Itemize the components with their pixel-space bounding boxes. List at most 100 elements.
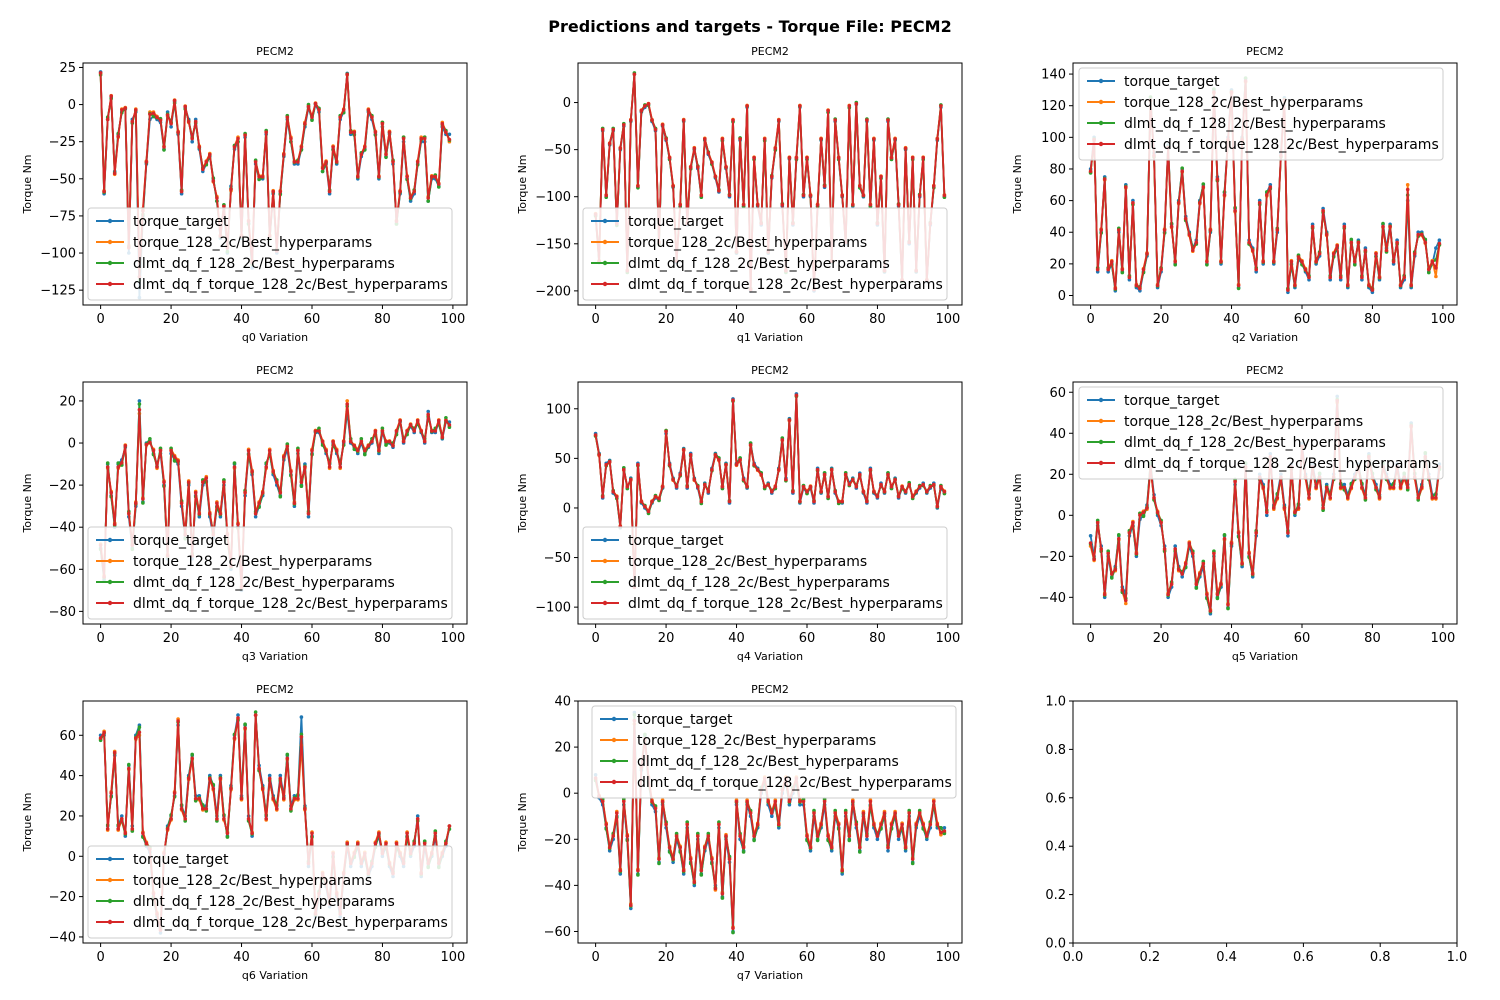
data-point-3 bbox=[1169, 582, 1174, 586]
data-point-3 bbox=[699, 193, 704, 198]
data-point-3 bbox=[622, 799, 626, 804]
data-point-3 bbox=[688, 857, 693, 861]
data-point-3 bbox=[253, 713, 258, 717]
data-point-3 bbox=[907, 811, 911, 815]
data-point-2 bbox=[172, 459, 177, 463]
data-point-3 bbox=[1201, 185, 1206, 189]
data-point-3 bbox=[123, 444, 128, 448]
data-point-3 bbox=[204, 476, 209, 480]
data-point-3 bbox=[1374, 485, 1378, 490]
data-point-3 bbox=[415, 160, 420, 164]
y-axis-label: Torque Nm bbox=[516, 154, 529, 214]
data-point-3 bbox=[260, 174, 265, 179]
data-point-3 bbox=[1377, 275, 1382, 280]
data-point-3 bbox=[879, 822, 883, 827]
data-point-3 bbox=[391, 444, 395, 448]
y-axis-label: Torque Nm bbox=[1011, 473, 1024, 533]
data-point-3 bbox=[303, 121, 307, 126]
data-point-3 bbox=[1099, 547, 1103, 551]
data-point-3 bbox=[1405, 485, 1410, 490]
panel-6: 0 20 40 60 80 100 −40 −20 0 20 40 60 PECM2 q6 Variati… bbox=[21, 683, 468, 982]
data-point-3 bbox=[1303, 267, 1308, 272]
data-point-3 bbox=[650, 499, 654, 504]
data-point-3 bbox=[1391, 259, 1396, 264]
data-point-3 bbox=[692, 477, 697, 482]
data-point-3 bbox=[1293, 510, 1297, 515]
data-point-3 bbox=[141, 497, 145, 501]
data-point-3 bbox=[162, 480, 166, 485]
data-point-3 bbox=[264, 465, 269, 469]
data-point-3 bbox=[600, 127, 605, 132]
data-point-3 bbox=[886, 845, 890, 850]
data-point-3 bbox=[1127, 275, 1132, 280]
data-point-3 bbox=[1409, 283, 1413, 288]
panel-title: PECM2 bbox=[751, 45, 789, 58]
data-point-3 bbox=[1095, 520, 1100, 525]
data-point-3 bbox=[127, 511, 131, 516]
data-point-3 bbox=[1208, 609, 1213, 613]
data-point-3 bbox=[692, 880, 697, 884]
x-axis-label: q3 Variation bbox=[242, 650, 308, 663]
legend-marker-3 bbox=[107, 919, 113, 925]
data-point-2 bbox=[225, 835, 230, 839]
panel-0: 0 20 40 60 80 100 −125 −100 −75 −50 −25 0 25 PECM2 q0 … bbox=[21, 45, 468, 344]
data-point-3 bbox=[155, 115, 159, 120]
y-tick-label: 0 bbox=[68, 850, 76, 865]
axes-frame bbox=[577, 62, 963, 306]
legend-marker-3 bbox=[107, 281, 113, 287]
data-point-1 bbox=[1124, 601, 1128, 606]
data-point-3 bbox=[858, 845, 862, 850]
data-point-2 bbox=[752, 838, 756, 843]
data-point-3 bbox=[236, 522, 240, 527]
data-point-3 bbox=[373, 429, 378, 433]
data-point-2 bbox=[285, 752, 290, 757]
data-point-3 bbox=[359, 439, 364, 444]
data-point-0 bbox=[1265, 513, 1269, 518]
data-point-3 bbox=[604, 462, 608, 467]
y-axis-label: Torque Nm bbox=[1011, 154, 1024, 214]
data-point-0 bbox=[120, 814, 124, 818]
data-point-3 bbox=[1236, 283, 1241, 288]
data-point-3 bbox=[1155, 283, 1160, 288]
data-point-3 bbox=[1430, 495, 1435, 500]
data-point-3 bbox=[370, 115, 374, 120]
data-point-3 bbox=[710, 857, 714, 861]
data-point-3 bbox=[299, 735, 304, 739]
data-point-2 bbox=[812, 808, 816, 813]
data-point-3 bbox=[921, 482, 925, 487]
y-tick-label: 140 bbox=[1041, 68, 1066, 83]
data-point-3 bbox=[327, 189, 332, 194]
legend-entry-1: torque_128_2c/Best_hyperparams bbox=[628, 235, 867, 251]
data-point-3 bbox=[267, 448, 272, 453]
data-point-3 bbox=[826, 108, 830, 113]
data-point-3 bbox=[752, 462, 756, 467]
data-point-3 bbox=[1173, 547, 1177, 551]
data-point-3 bbox=[932, 184, 936, 188]
data-point-3 bbox=[433, 429, 438, 433]
data-point-3 bbox=[812, 499, 816, 504]
data-point-3 bbox=[808, 845, 813, 850]
data-point-3 bbox=[208, 776, 212, 781]
series-group bbox=[98, 399, 452, 593]
legend-marker-1 bbox=[1098, 418, 1104, 424]
legend-box bbox=[1078, 386, 1444, 480]
legend: torque_target torque_128_2c/Best_hyperpar… bbox=[87, 207, 453, 301]
data-point-3 bbox=[243, 490, 247, 495]
data-point-3 bbox=[405, 174, 409, 179]
data-point-3 bbox=[412, 841, 417, 846]
data-point-3 bbox=[618, 146, 623, 151]
legend-entry-2: dlmt_dq_f_128_2c/Best_hyperparams bbox=[1124, 116, 1386, 132]
data-point-3 bbox=[345, 841, 350, 846]
data-point-0 bbox=[169, 125, 173, 129]
data-point-3 bbox=[444, 418, 448, 423]
data-point-3 bbox=[1198, 572, 1202, 576]
data-point-3 bbox=[1187, 232, 1192, 237]
data-point-3 bbox=[1360, 275, 1364, 280]
data-point-3 bbox=[942, 489, 947, 494]
panel-title: PECM2 bbox=[751, 364, 789, 377]
data-point-3 bbox=[197, 796, 202, 801]
data-point-3 bbox=[759, 472, 763, 477]
data-point-3 bbox=[784, 477, 788, 482]
data-point-3 bbox=[172, 791, 177, 795]
data-point-3 bbox=[176, 130, 180, 134]
